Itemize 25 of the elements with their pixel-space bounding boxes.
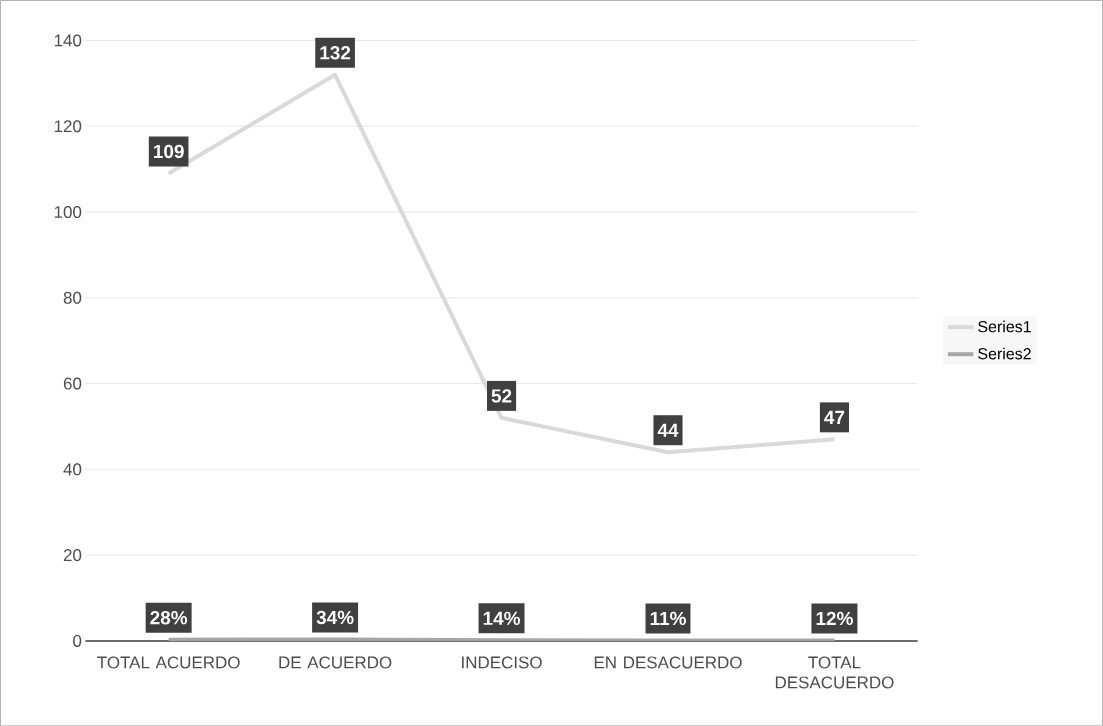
data-label: 12% [816,611,853,625]
data-label: 28% [150,610,188,625]
data-label: 109 [154,144,184,158]
data-label: 34% [316,610,354,625]
x-tick-label: TOTAL DESACUERDO [775,656,894,689]
x-tick-label: EN DESACUERDO [594,656,742,669]
data-label: 52 [491,389,512,403]
x-tick-label: TOTAL ACUERDO [97,656,240,669]
data-label: 47 [824,410,845,424]
data-label: 132 [320,45,351,60]
y-tick-label: 80 [63,291,82,304]
y-tick-label: 20 [63,548,82,561]
data-label: 44 [657,423,679,437]
y-tick-label: 120 [54,120,82,133]
legend-label: Series2 [978,347,1031,360]
y-tick-label: 0 [73,634,82,647]
y-tick-label: 100 [54,205,82,218]
y-tick-label: 40 [63,463,82,476]
x-tick-label: INDECISO [462,656,542,669]
y-tick-label: 60 [63,377,82,390]
x-tick-label: DE ACUERDO [279,656,392,669]
y-tick-label: 140 [54,34,82,47]
data-label: 14% [483,611,521,625]
data-label: 11% [650,611,686,625]
legend-label: Series1 [978,320,1031,333]
